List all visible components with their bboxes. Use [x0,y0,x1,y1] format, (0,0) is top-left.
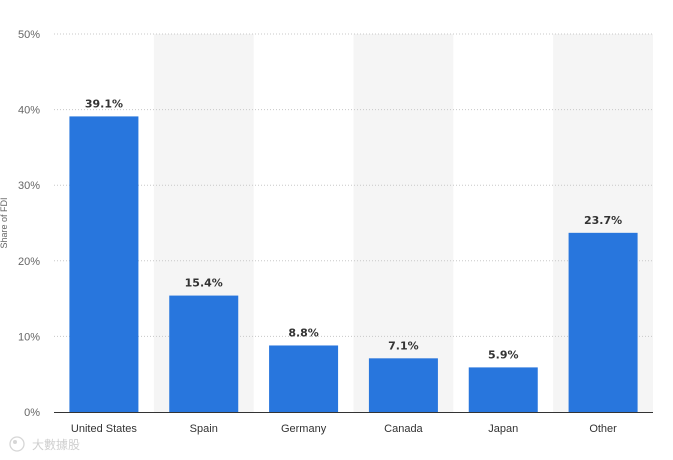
watermark-logo-dot [13,440,17,444]
bar [169,295,239,412]
x-tick-label: Spain [190,423,218,435]
watermark: 大數據股 [9,436,80,452]
x-tick-label: United States [71,423,138,435]
bar [568,232,638,412]
y-tick-label: 50% [18,29,40,41]
column-bands [153,34,653,412]
y-tick-label: 30% [18,180,40,192]
x-tick-label: Canada [384,423,423,435]
column-band [353,34,454,412]
x-axis-labels: United States Spain Germany Canada Japan Othe… [71,423,617,435]
x-tick-label: Japan [488,423,518,435]
data-label: 15.4% [185,277,223,290]
gridlines [54,33,653,337]
watermark-text: 大數據股 [32,438,80,452]
x-tick-label: Other [589,423,617,435]
y-tick-label: 40% [18,105,40,117]
y-axis-ticks: 0% 10% 20% 30% 40% 50% [18,29,40,419]
data-label: 7.1% [388,339,419,352]
y-tick-label: 0% [24,407,40,419]
data-labels: 39.1% 15.4% 8.8% 7.1% 5.9% 23.7% [85,97,622,361]
data-label: 39.1% [85,97,123,110]
watermark-logo-icon [9,436,25,452]
data-label: 23.7% [584,214,622,227]
data-label: 5.9% [488,348,519,361]
bar [69,116,139,413]
bar [368,358,438,412]
x-tick-label: Germany [281,423,327,435]
y-axis-title: Share of FDI [0,197,9,248]
bar [468,367,538,412]
y-tick-label: 10% [18,331,40,343]
data-label: 8.8% [288,326,319,339]
bar [269,345,339,412]
bars [69,116,638,413]
y-tick-label: 20% [18,256,40,268]
